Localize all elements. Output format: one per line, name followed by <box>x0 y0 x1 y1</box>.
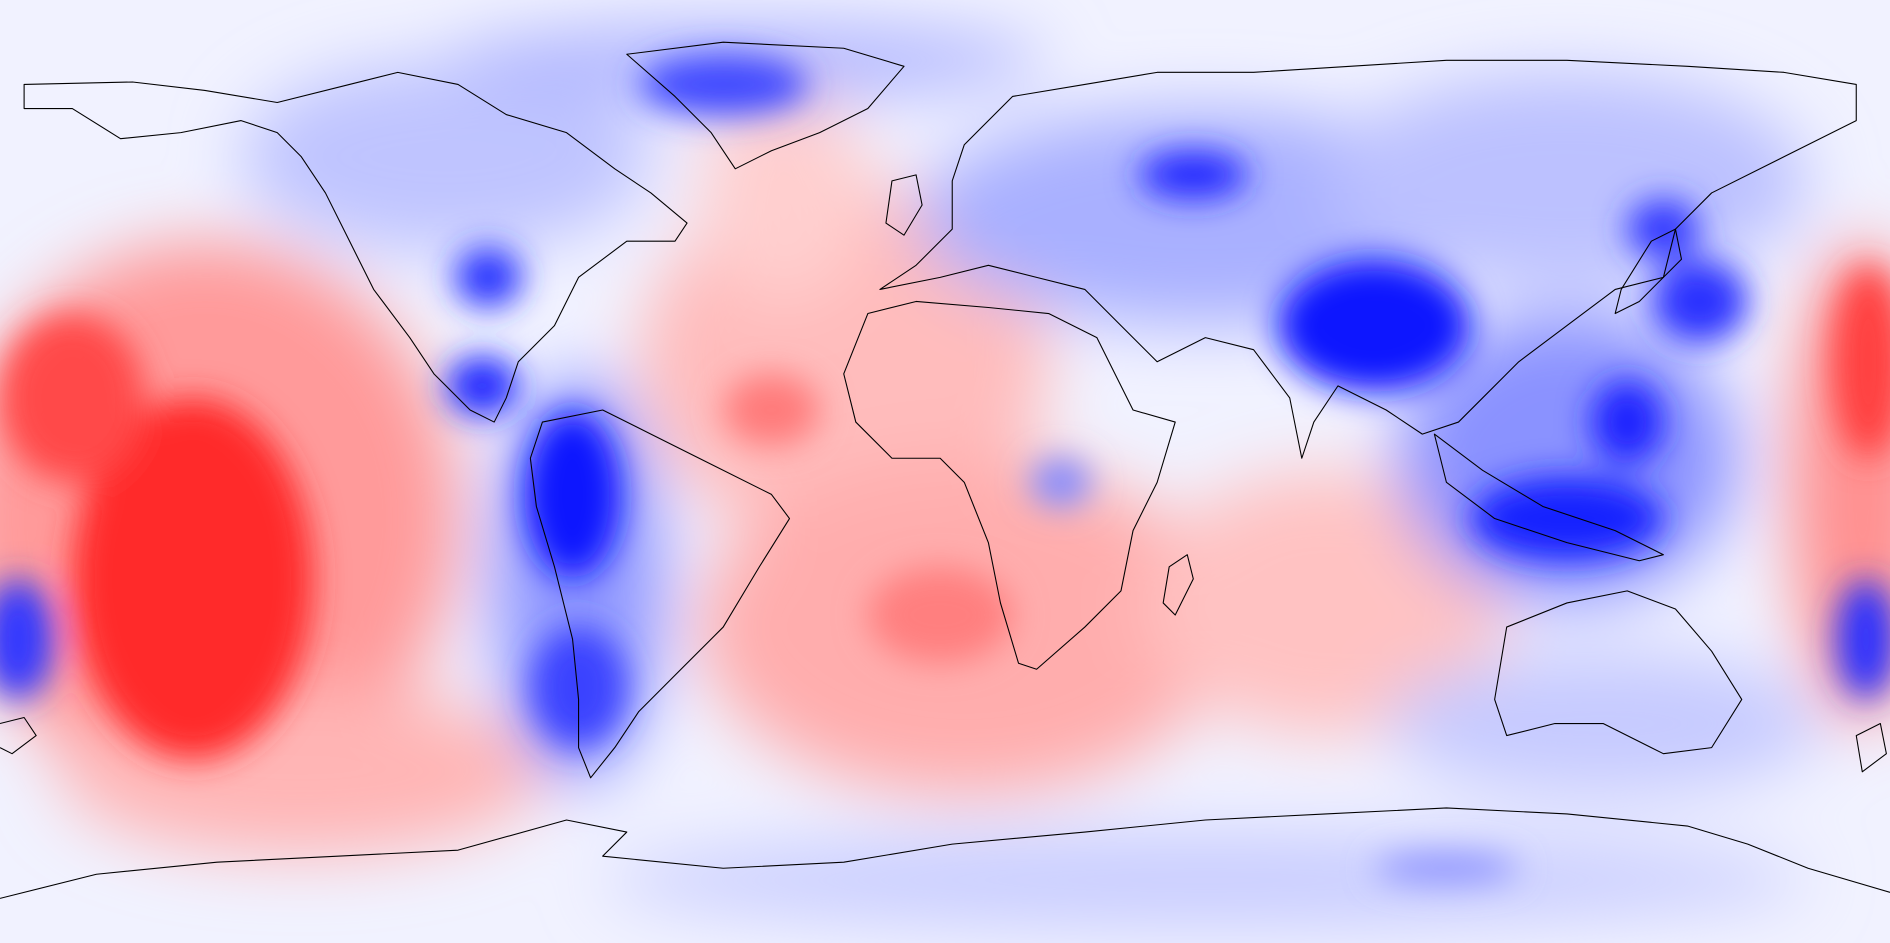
cool-core <box>454 247 522 308</box>
cool-core <box>1030 458 1091 507</box>
madagascar-coast <box>1162 554 1194 616</box>
warm-core <box>0 313 145 483</box>
antarctica-coast <box>0 807 1890 899</box>
australia-coast <box>1494 590 1743 755</box>
africa-coast <box>843 300 1176 670</box>
cool-core <box>1139 150 1248 199</box>
cool-core <box>1835 578 1890 700</box>
north-america-coast <box>23 71 688 423</box>
eurasia-coast <box>879 59 1857 459</box>
coastlines <box>0 41 1890 899</box>
cool-core <box>0 578 55 700</box>
britain-coast <box>885 174 923 236</box>
anomaly-field-core <box>0 54 1890 883</box>
cool-core <box>638 54 808 115</box>
south-america-coast <box>529 409 791 779</box>
cool-core <box>1651 259 1748 344</box>
cool-core <box>1627 198 1700 260</box>
indonesia-coast <box>1433 433 1664 562</box>
cool-region <box>241 60 651 254</box>
cool-core <box>1277 259 1471 392</box>
new-zealand-coast <box>0 716 1887 773</box>
warm-region <box>1145 470 1507 736</box>
cool-core <box>530 627 627 748</box>
cool-core <box>445 355 519 417</box>
cool-core <box>1374 853 1519 883</box>
warm-region <box>699 84 868 302</box>
cool-core <box>524 410 621 579</box>
warm-core <box>1832 265 1890 459</box>
warm-core <box>72 397 314 760</box>
warm-core <box>723 373 820 447</box>
warm-core <box>867 566 1013 664</box>
cool-core <box>1470 476 1664 561</box>
cool-region <box>602 832 1809 929</box>
greenland-coast <box>626 41 905 170</box>
japan-coast <box>1614 228 1683 315</box>
cool-core <box>1591 379 1664 465</box>
